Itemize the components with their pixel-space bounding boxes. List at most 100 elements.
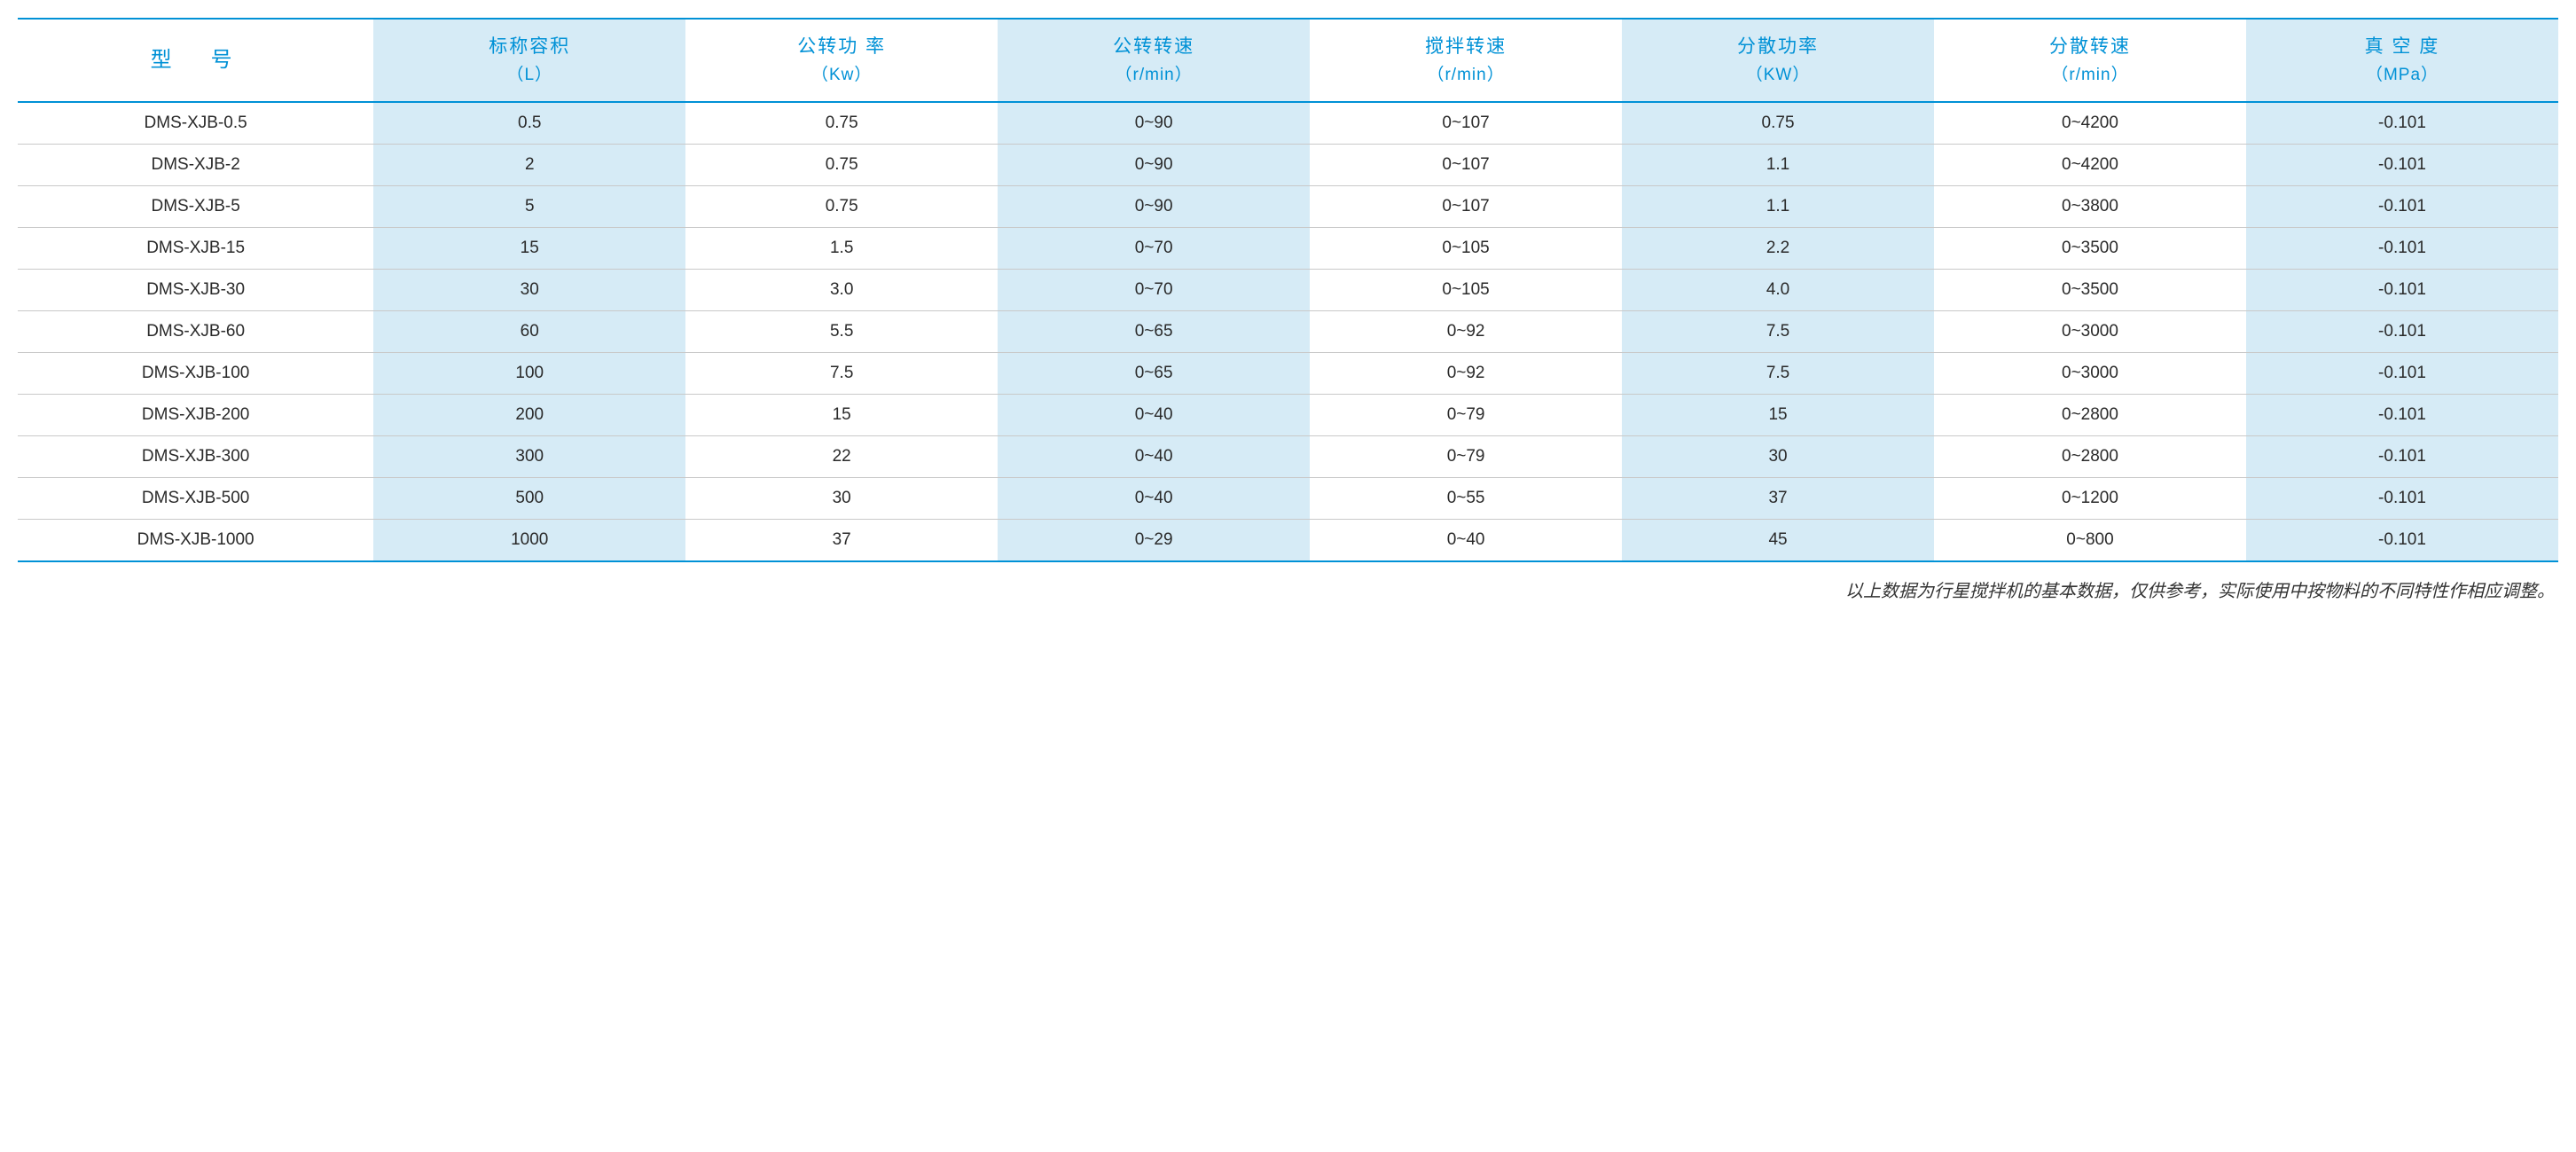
column-header: 公转功 率（Kw） xyxy=(685,19,998,102)
table-cell: 0~107 xyxy=(1310,185,1622,227)
column-header: 标称容积（L） xyxy=(373,19,685,102)
column-header: 真 空 度（MPa） xyxy=(2246,19,2558,102)
table-cell: 15 xyxy=(373,227,685,269)
table-cell: 0~40 xyxy=(998,394,1310,435)
table-cell: -0.101 xyxy=(2246,310,2558,352)
table-row: DMS-XJB-0.50.50.750~900~1070.750~4200-0.… xyxy=(18,102,2558,145)
table-cell: 2.2 xyxy=(1622,227,1934,269)
table-cell: DMS-XJB-0.5 xyxy=(18,102,373,145)
table-cell: 0~92 xyxy=(1310,310,1622,352)
table-cell: 0~90 xyxy=(998,102,1310,145)
table-row: DMS-XJB-60605.50~650~927.50~3000-0.101 xyxy=(18,310,2558,352)
table-cell: 45 xyxy=(1622,519,1934,561)
column-unit: （r/min） xyxy=(1317,62,1615,89)
table-cell: 7.5 xyxy=(685,352,998,394)
table-cell: 0~107 xyxy=(1310,144,1622,185)
table-cell: -0.101 xyxy=(2246,227,2558,269)
table-cell: 0~79 xyxy=(1310,435,1622,477)
table-cell: -0.101 xyxy=(2246,144,2558,185)
column-label: 公转转速 xyxy=(1005,32,1303,62)
table-cell: 30 xyxy=(1622,435,1934,477)
table-cell: 37 xyxy=(1622,477,1934,519)
table-cell: DMS-XJB-5 xyxy=(18,185,373,227)
table-row: DMS-XJB-200200150~400~79150~2800-0.101 xyxy=(18,394,2558,435)
column-unit: （MPa） xyxy=(2253,62,2551,89)
table-cell: 0.75 xyxy=(685,144,998,185)
table-cell: 2 xyxy=(373,144,685,185)
table-cell: DMS-XJB-60 xyxy=(18,310,373,352)
table-cell: DMS-XJB-30 xyxy=(18,269,373,310)
table-cell: 5 xyxy=(373,185,685,227)
table-cell: 0~2800 xyxy=(1934,435,2246,477)
table-cell: 0~40 xyxy=(998,435,1310,477)
column-header: 搅拌转速（r/min） xyxy=(1310,19,1622,102)
table-cell: DMS-XJB-200 xyxy=(18,394,373,435)
table-row: DMS-XJB-550.750~900~1071.10~3800-0.101 xyxy=(18,185,2558,227)
table-cell: 0~3500 xyxy=(1934,227,2246,269)
table-cell: -0.101 xyxy=(2246,102,2558,145)
table-cell: -0.101 xyxy=(2246,185,2558,227)
table-cell: 0.5 xyxy=(373,102,685,145)
table-cell: 0.75 xyxy=(685,185,998,227)
table-cell: 0~40 xyxy=(1310,519,1622,561)
column-label: 分散功率 xyxy=(1629,32,1927,62)
table-cell: -0.101 xyxy=(2246,269,2558,310)
table-cell: -0.101 xyxy=(2246,394,2558,435)
table-cell: 0~105 xyxy=(1310,269,1622,310)
table-cell: 0~65 xyxy=(998,352,1310,394)
footnote-text: 以上数据为行星搅拌机的基本数据，仅供参考，实际使用中按物料的不同特性作相应调整。 xyxy=(18,576,2558,602)
table-cell: 0~3000 xyxy=(1934,352,2246,394)
table-cell: 0~3800 xyxy=(1934,185,2246,227)
table-cell: 15 xyxy=(685,394,998,435)
table-cell: 1.1 xyxy=(1622,185,1934,227)
table-cell: 0~90 xyxy=(998,185,1310,227)
column-label: 分散转速 xyxy=(1941,32,2239,62)
table-cell: 1.5 xyxy=(685,227,998,269)
table-cell: -0.101 xyxy=(2246,435,2558,477)
table-cell: 0~70 xyxy=(998,269,1310,310)
column-unit: （Kw） xyxy=(693,62,990,89)
table-cell: 0~65 xyxy=(998,310,1310,352)
table-cell: 0.75 xyxy=(1622,102,1934,145)
column-unit: （r/min） xyxy=(1005,62,1303,89)
table-body: DMS-XJB-0.50.50.750~900~1070.750~4200-0.… xyxy=(18,102,2558,561)
table-row: DMS-XJB-30303.00~700~1054.00~3500-0.101 xyxy=(18,269,2558,310)
table-cell: -0.101 xyxy=(2246,477,2558,519)
table-cell: DMS-XJB-15 xyxy=(18,227,373,269)
table-cell: -0.101 xyxy=(2246,352,2558,394)
table-cell: 0~1200 xyxy=(1934,477,2246,519)
table-cell: 4.0 xyxy=(1622,269,1934,310)
table-cell: 0~29 xyxy=(998,519,1310,561)
table-cell: 500 xyxy=(373,477,685,519)
column-label: 型 号 xyxy=(25,43,366,77)
table-cell: 300 xyxy=(373,435,685,477)
table-cell: 0~3500 xyxy=(1934,269,2246,310)
table-cell: 0~40 xyxy=(998,477,1310,519)
table-cell: DMS-XJB-300 xyxy=(18,435,373,477)
table-cell: 30 xyxy=(685,477,998,519)
column-header: 型 号 xyxy=(18,19,373,102)
table-cell: 200 xyxy=(373,394,685,435)
column-header: 分散功率（KW） xyxy=(1622,19,1934,102)
table-cell: -0.101 xyxy=(2246,519,2558,561)
table-cell: 0~79 xyxy=(1310,394,1622,435)
table-row: DMS-XJB-10001000370~290~40450~800-0.101 xyxy=(18,519,2558,561)
table-cell: DMS-XJB-1000 xyxy=(18,519,373,561)
column-unit: （r/min） xyxy=(1941,62,2239,89)
column-label: 公转功 率 xyxy=(693,32,990,62)
column-label: 真 空 度 xyxy=(2253,32,2551,62)
table-cell: DMS-XJB-2 xyxy=(18,144,373,185)
table-cell: 0~55 xyxy=(1310,477,1622,519)
table-cell: DMS-XJB-100 xyxy=(18,352,373,394)
table-cell: 1000 xyxy=(373,519,685,561)
table-cell: 0.75 xyxy=(685,102,998,145)
table-cell: 30 xyxy=(373,269,685,310)
column-header: 分散转速（r/min） xyxy=(1934,19,2246,102)
table-cell: 5.5 xyxy=(685,310,998,352)
table-cell: 0~107 xyxy=(1310,102,1622,145)
column-unit: （KW） xyxy=(1629,62,1927,89)
column-header: 公转转速（r/min） xyxy=(998,19,1310,102)
table-cell: 37 xyxy=(685,519,998,561)
table-header: 型 号标称容积（L）公转功 率（Kw）公转转速（r/min）搅拌转速（r/min… xyxy=(18,19,2558,102)
table-cell: 100 xyxy=(373,352,685,394)
